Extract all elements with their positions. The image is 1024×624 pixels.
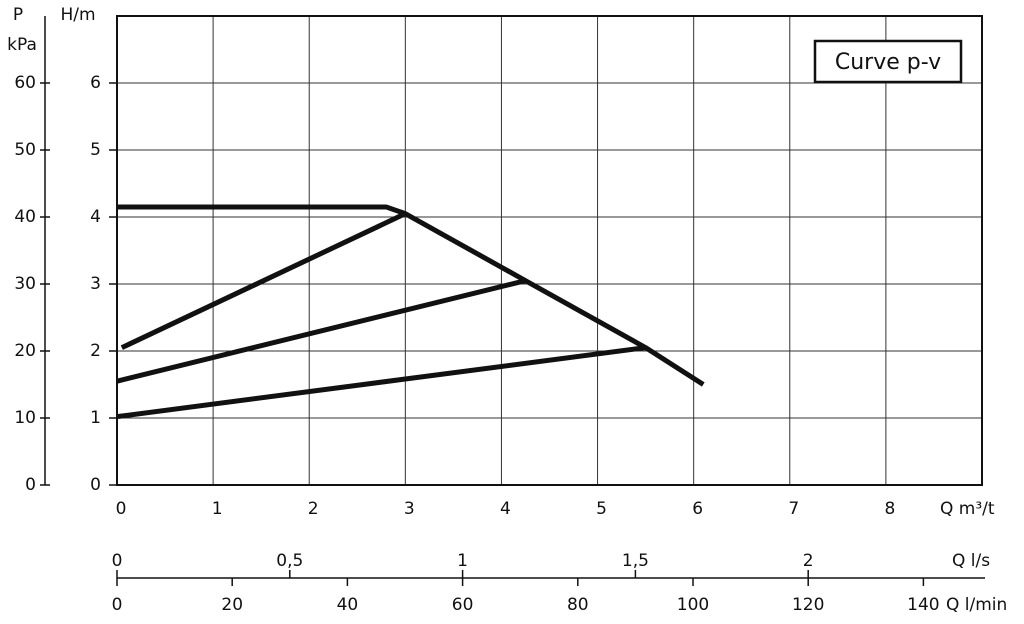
q-tick-label: 2 xyxy=(803,551,814,571)
q-tick-label: 120 xyxy=(792,595,824,615)
x-tick-label: 5 xyxy=(596,499,607,519)
p-axis-unit: kPa xyxy=(7,35,37,55)
legend-box xyxy=(813,39,963,84)
p-tick-label: 50 xyxy=(14,140,36,160)
p-tick-label: 30 xyxy=(14,274,36,294)
x-tick-label: 6 xyxy=(692,499,703,519)
p-axis-label: P xyxy=(13,5,23,25)
q-tick-label: 100 xyxy=(677,595,709,615)
q-lmin-axis-label: Q l/min xyxy=(946,595,1007,615)
p-tick-label: 10 xyxy=(14,408,36,428)
p-tick-label: 60 xyxy=(14,73,36,93)
x-tick-label: 4 xyxy=(500,499,511,519)
q-tick-label: 40 xyxy=(337,595,359,615)
x-tick-label: 8 xyxy=(884,499,895,519)
q-tick-label: 0 xyxy=(112,595,123,615)
y-tick-label: 6 xyxy=(90,73,101,93)
y-tick-label: 2 xyxy=(90,341,101,361)
y-tick-label: 5 xyxy=(90,140,101,160)
plot-frame xyxy=(116,15,983,486)
x-tick-label: 0 xyxy=(116,499,127,519)
p-tick-label: 20 xyxy=(14,341,36,361)
q-tick-label: 1 xyxy=(457,551,468,571)
annotation: Curve p-v xyxy=(835,50,941,75)
curve xyxy=(116,345,646,420)
p-tick-label: 40 xyxy=(14,207,36,227)
q-tick-label: 0 xyxy=(112,551,123,571)
y-tick-label: 1 xyxy=(90,408,101,428)
curve xyxy=(117,204,705,387)
q-tick-label: 140 xyxy=(907,595,939,615)
q-tick-label: 0,5 xyxy=(276,551,303,571)
curve xyxy=(120,211,407,350)
x-tick-label: 3 xyxy=(404,499,415,519)
y-axis-label: H/m xyxy=(60,5,95,25)
q-tick-label: 80 xyxy=(567,595,589,615)
x-tick-label: 1 xyxy=(212,499,223,519)
x-tick-label: 2 xyxy=(308,499,319,519)
q-tick-label: 1,5 xyxy=(622,551,649,571)
x-tick-label: 7 xyxy=(788,499,799,519)
q-ls-axis-label: Q l/s xyxy=(952,551,990,571)
y-tick-label: 3 xyxy=(90,274,101,294)
y-tick-label: 0 xyxy=(90,475,101,495)
x-axis-label: Q m³/t xyxy=(940,499,995,519)
q-tick-label: 60 xyxy=(452,595,474,615)
curve xyxy=(116,278,527,384)
q-tick-label: 20 xyxy=(221,595,243,615)
p-tick-label: 0 xyxy=(25,475,36,495)
y-tick-label: 4 xyxy=(90,207,101,227)
